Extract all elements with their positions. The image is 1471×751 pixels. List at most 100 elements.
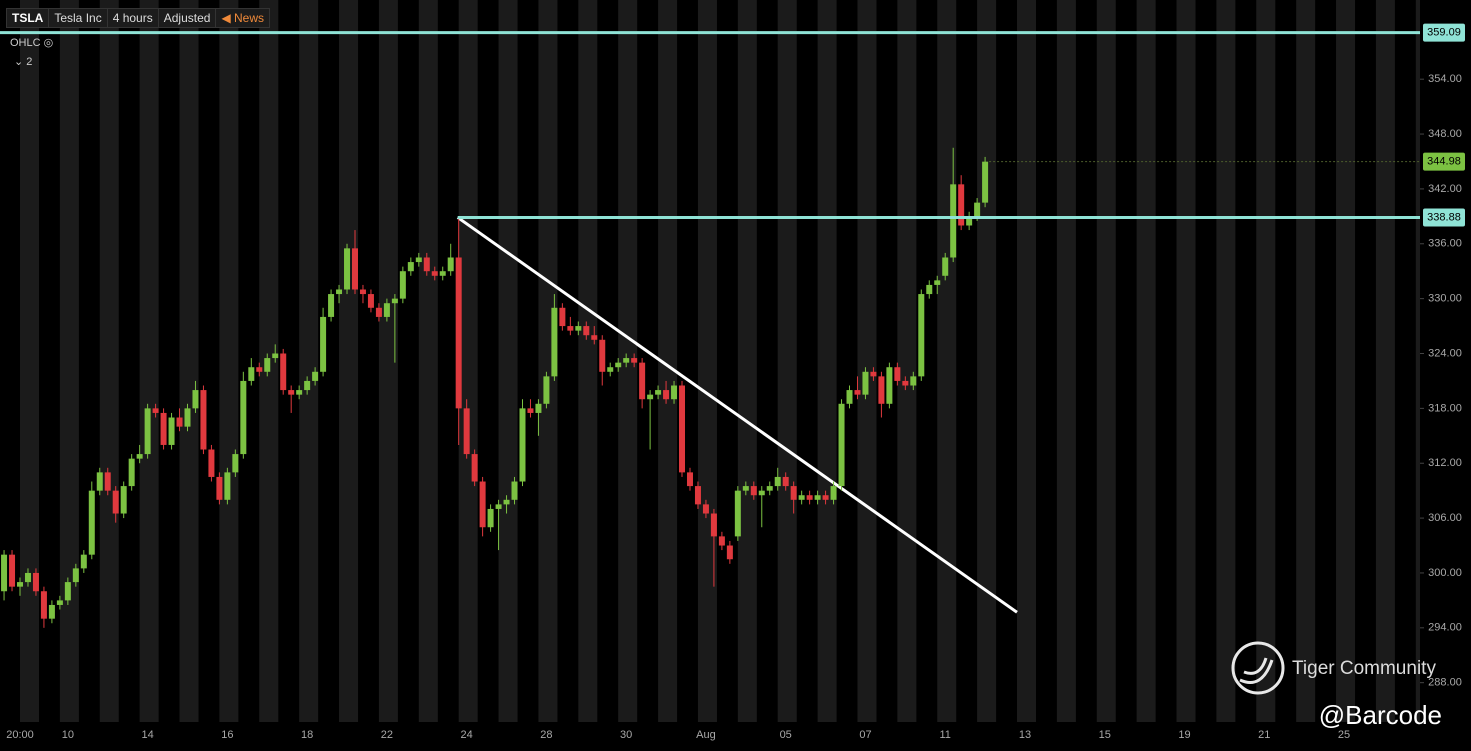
x-tick-label: 19	[1178, 729, 1190, 741]
session-stripe	[897, 0, 917, 722]
candle-body	[806, 495, 813, 500]
session-stripe	[737, 0, 757, 722]
y-tick-label: 342.00	[1428, 183, 1462, 195]
y-tick-label: 324.00	[1428, 347, 1462, 359]
candle-body	[918, 294, 925, 377]
session-stripe	[1256, 0, 1276, 722]
candle-body	[503, 499, 510, 505]
candle-body	[742, 486, 749, 491]
candle-body	[168, 417, 175, 445]
candle-body	[710, 513, 717, 537]
x-tick-label: 22	[381, 729, 393, 741]
candle-body	[838, 403, 845, 487]
session-stripe	[498, 0, 518, 722]
candle-body	[958, 184, 965, 226]
candle-body	[902, 380, 909, 386]
candle-body	[886, 367, 893, 404]
y-tick-label: 318.00	[1428, 402, 1462, 414]
watermark-author: @Barcode	[1319, 700, 1442, 730]
study-legend[interactable]: OHLC ◎	[10, 37, 54, 49]
session-stripe	[658, 0, 678, 722]
y-tick-label: 312.00	[1428, 457, 1462, 469]
candle-body	[966, 216, 973, 226]
x-tick-label: 11	[940, 729, 951, 741]
candle-body	[671, 385, 678, 400]
candle-body	[280, 353, 287, 391]
study-count[interactable]: ⌄ 2	[14, 56, 33, 68]
candle-body	[623, 358, 630, 363]
candle-body	[870, 371, 877, 377]
candle-body	[296, 390, 303, 395]
candle-body	[447, 257, 454, 272]
session-stripe	[697, 0, 717, 722]
y-tick-label: 348.00	[1428, 128, 1462, 140]
candle-body	[375, 307, 382, 317]
candle-body	[647, 394, 654, 400]
candle-body	[814, 495, 821, 500]
price-line-label: 359.09	[1427, 27, 1461, 39]
candle-body	[455, 257, 462, 409]
candle-body	[607, 367, 614, 372]
session-stripe	[857, 0, 877, 722]
candle-body	[702, 504, 709, 514]
candle-body	[32, 572, 39, 592]
candle-body	[854, 390, 861, 395]
axes: 288.00 294.00 300.00 306.00 312.00 318.00 324.…	[6, 23, 1465, 741]
candle-body	[152, 408, 159, 413]
x-tick-label: 14	[141, 729, 153, 741]
candle-body	[336, 289, 343, 295]
candle-body	[272, 353, 279, 359]
session-stripe	[179, 0, 199, 722]
price-line-tag	[1423, 208, 1465, 227]
candle-body	[790, 486, 797, 500]
last-price-label: 344.98	[1427, 156, 1461, 168]
price-line-tag	[1423, 23, 1465, 42]
candle-body	[639, 362, 646, 400]
session-stripe	[937, 0, 957, 722]
x-tick-label: 10	[62, 729, 74, 741]
candle-body	[367, 294, 374, 308]
x-tick-label: 20:00	[6, 729, 34, 741]
candle-body	[463, 408, 470, 455]
candle-body	[256, 367, 263, 372]
plot	[0, 31, 1420, 628]
candle-body	[48, 604, 55, 619]
session-stripe	[977, 0, 997, 722]
candle-body	[328, 294, 335, 317]
candle-body	[822, 495, 829, 500]
candle-body	[718, 536, 725, 546]
news[interactable]: ◀ News	[221, 11, 265, 25]
candle-body	[694, 486, 701, 505]
trend-line	[456, 216, 1018, 614]
x-tick-label: 18	[301, 729, 313, 741]
candle-body	[160, 412, 167, 445]
candle-body	[974, 202, 981, 217]
candle-body	[96, 472, 103, 491]
candle-body	[950, 184, 957, 258]
symbol[interactable]: TSLA	[7, 9, 50, 27]
candle-body	[591, 335, 598, 340]
candle-body	[176, 417, 183, 427]
candle-body	[798, 495, 805, 500]
session-stripe	[378, 0, 398, 722]
candle-body	[216, 476, 223, 500]
candle-body	[599, 339, 606, 372]
candle-body	[774, 476, 781, 487]
adjustment[interactable]: Adjusted	[159, 9, 217, 27]
y-tick-label: 288.00	[1428, 677, 1462, 689]
candle-body	[17, 582, 24, 587]
news-label: News	[234, 11, 265, 25]
candle-body	[1, 554, 8, 592]
candle-body	[264, 358, 271, 372]
session-stripes	[20, 0, 1420, 722]
y-tick-label: 306.00	[1428, 512, 1462, 524]
candle-body	[511, 481, 518, 500]
candle-body	[208, 449, 215, 477]
session-stripe	[458, 0, 478, 722]
interval[interactable]: 4 hours	[108, 9, 159, 27]
x-tick-label: 24	[461, 729, 473, 741]
session-stripe	[1415, 0, 1420, 722]
candle-body	[479, 481, 486, 528]
x-tick-label: Aug	[696, 729, 716, 741]
session-stripe	[1096, 0, 1116, 722]
